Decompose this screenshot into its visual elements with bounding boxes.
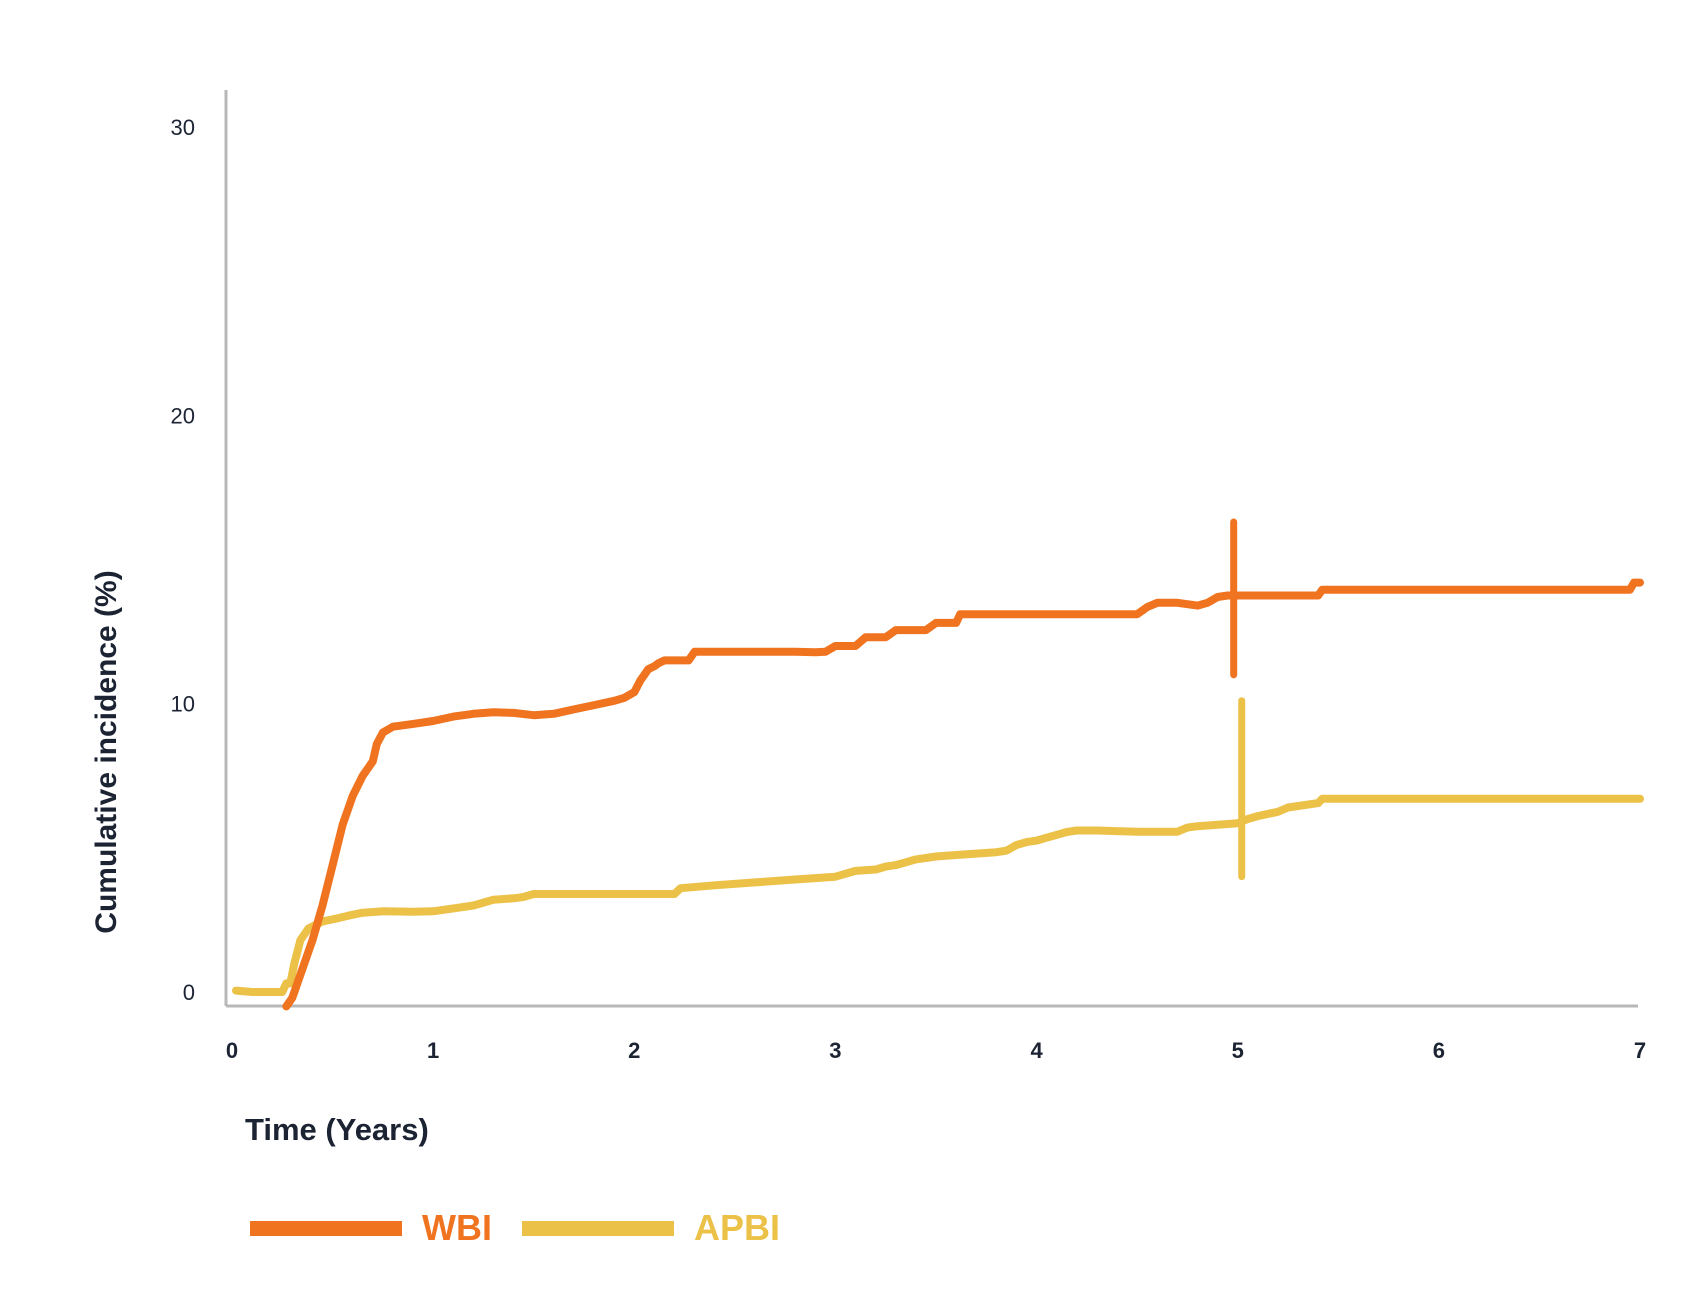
x-tick-label: 5 bbox=[1232, 1038, 1244, 1063]
x-tick-label: 1 bbox=[427, 1038, 439, 1063]
x-tick-label: 4 bbox=[1030, 1038, 1043, 1063]
legend-swatch-wbi bbox=[250, 1220, 402, 1236]
y-tick-label: 0 bbox=[183, 980, 195, 1005]
x-axis-ticks: 0 1 2 3 4 5 6 7 bbox=[226, 1038, 1646, 1063]
series-line-apbi bbox=[232, 794, 1644, 996]
legend: WBI APBI bbox=[250, 1198, 810, 1258]
legend-label-apbi: APBI bbox=[693, 1207, 780, 1248]
y-axis-ticks: 0 10 20 30 bbox=[171, 115, 195, 1005]
x-tick-label: 2 bbox=[628, 1038, 640, 1063]
legend-label-wbi: WBI bbox=[422, 1207, 492, 1248]
y-tick-label: 10 bbox=[171, 692, 195, 717]
y-axis-label: Cumulative incidence (%) bbox=[90, 570, 123, 933]
series-layer bbox=[232, 518, 1644, 1011]
y-tick-label: 20 bbox=[171, 403, 195, 428]
x-tick-label: 0 bbox=[226, 1038, 238, 1063]
x-tick-label: 7 bbox=[1634, 1038, 1646, 1063]
legend-swatch-apbi bbox=[521, 1220, 674, 1236]
x-axis-label: Time (Years) bbox=[245, 1112, 429, 1147]
y-tick-label: 30 bbox=[171, 115, 195, 140]
x-tick-label: 3 bbox=[829, 1038, 841, 1063]
series-line-wbi bbox=[282, 578, 1644, 1011]
x-tick-label: 6 bbox=[1433, 1038, 1445, 1063]
